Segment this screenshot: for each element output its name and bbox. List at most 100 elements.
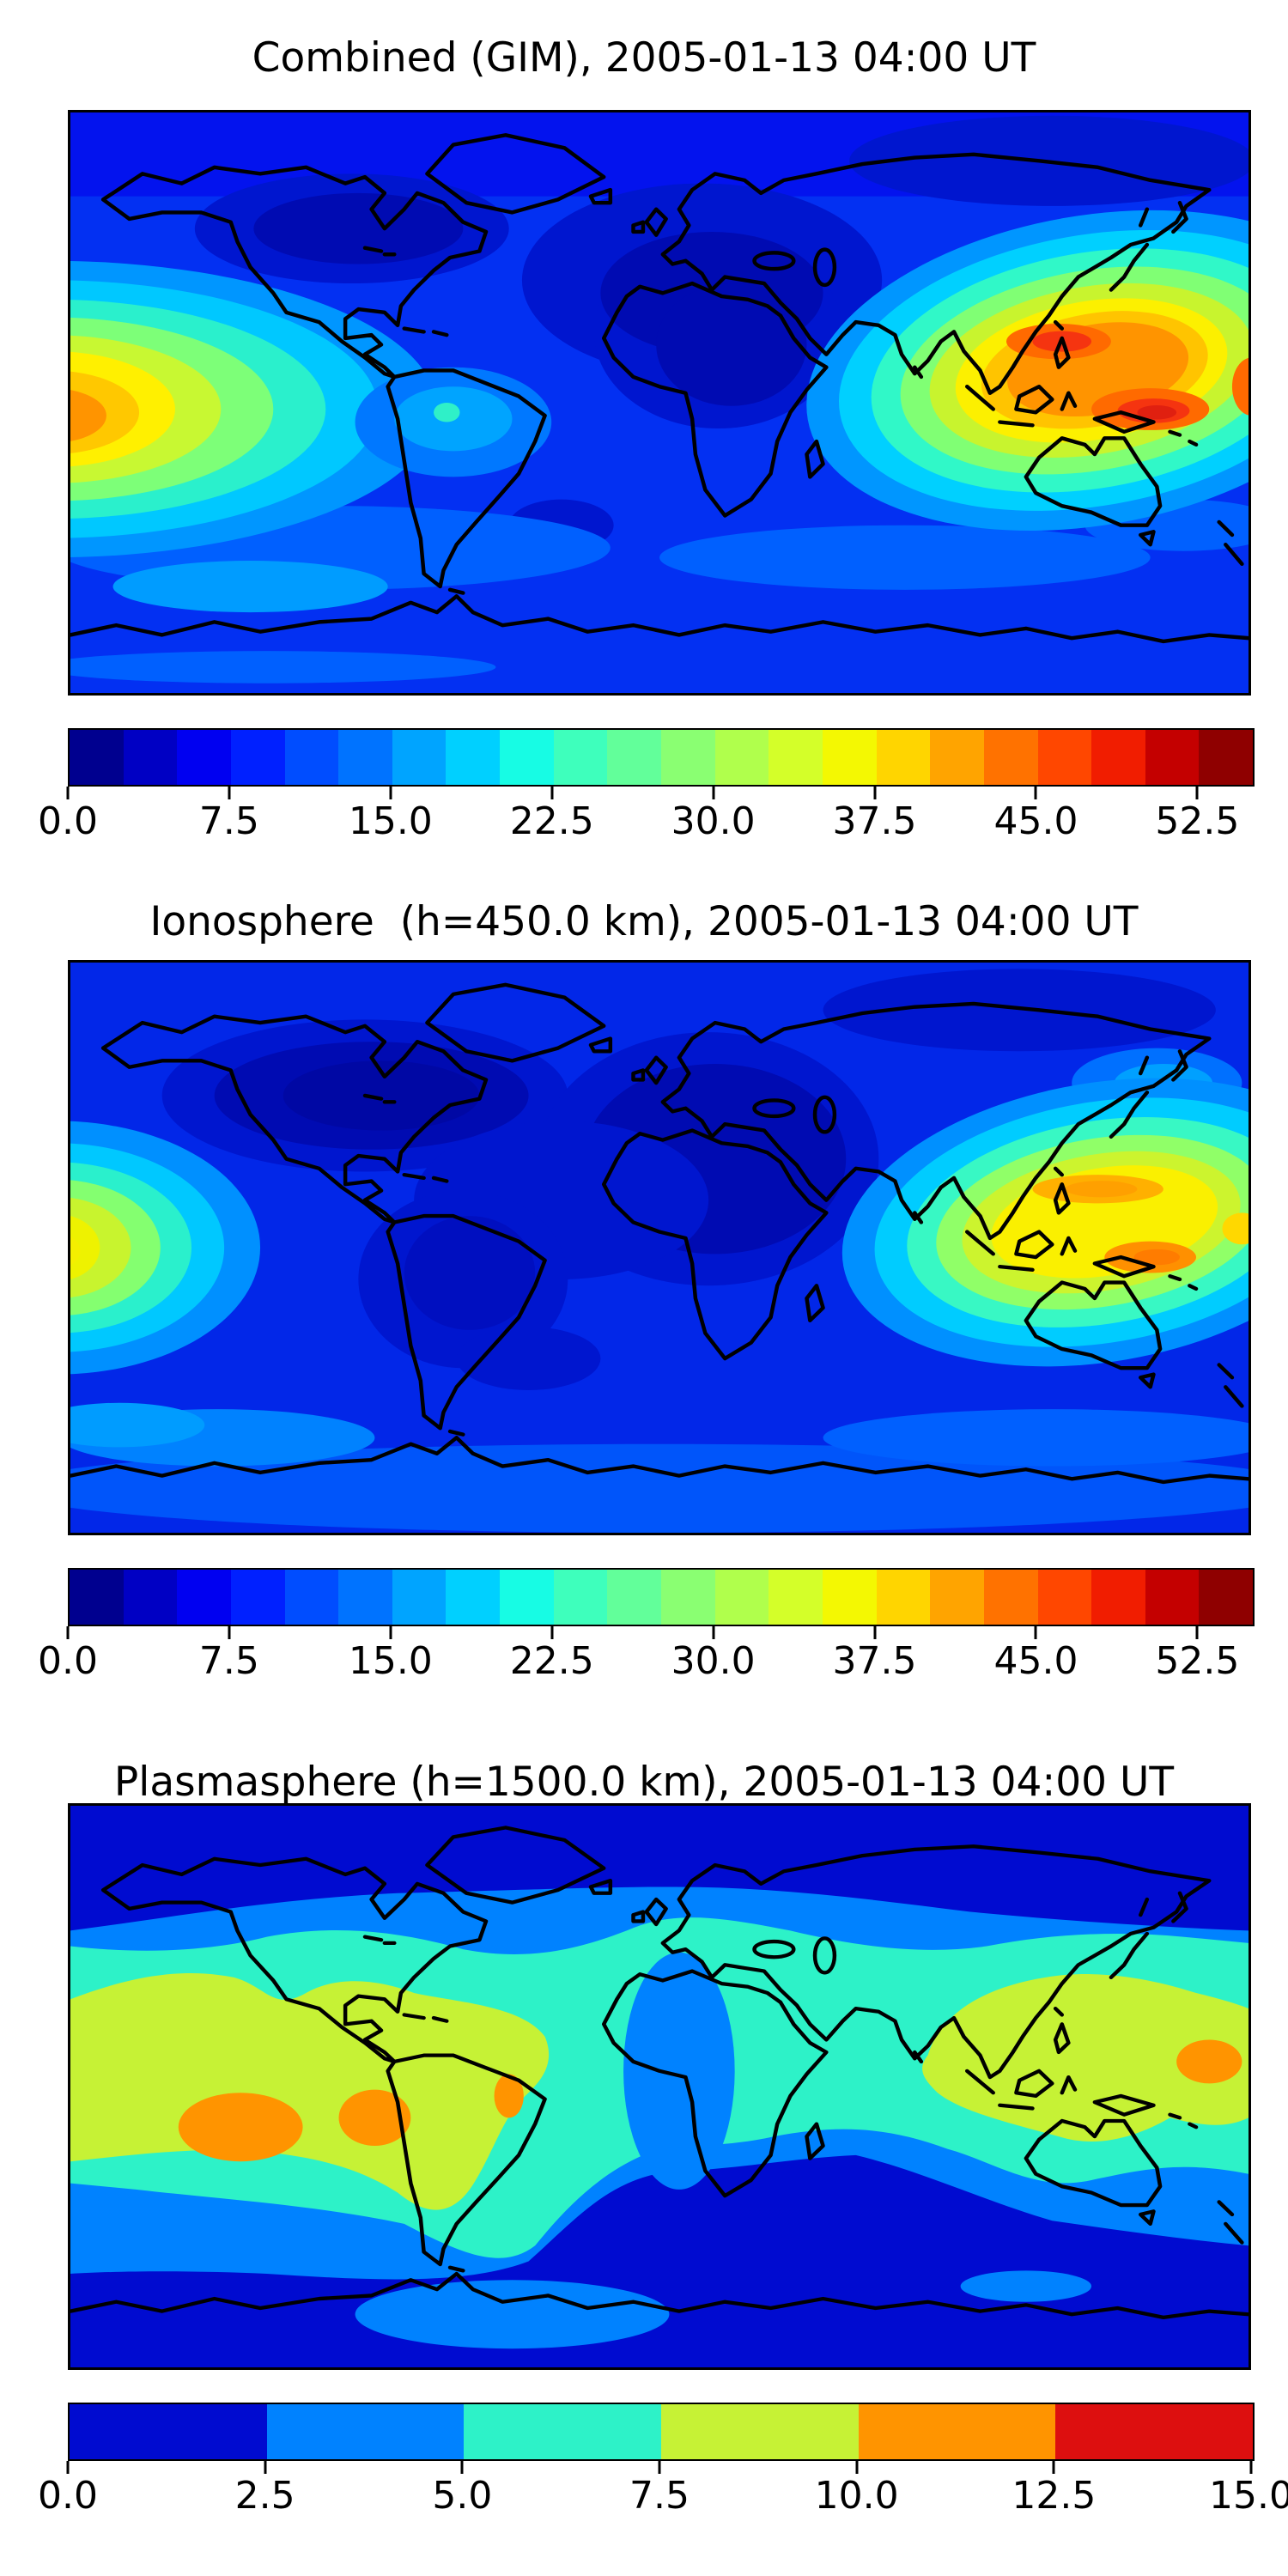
panel3-orange-peru: [338, 2089, 411, 2147]
panel3-map: [68, 1803, 1251, 2370]
colorbar-tick-mark: [66, 1626, 70, 1639]
colorbar-segment: [500, 730, 554, 785]
colorbar-tick-mark: [658, 2461, 661, 2474]
colorbar-tick-mark: [550, 787, 554, 799]
colorbar-tick-mark: [1034, 1626, 1037, 1639]
colorbar-segment: [70, 730, 124, 785]
panel2-colorbar: [68, 1568, 1255, 1626]
colorbar-tick-label: 45.0: [993, 1639, 1078, 1683]
colorbar-segment: [661, 730, 715, 785]
panel3-orange-brazil: [494, 2074, 524, 2118]
panel3-orange-se-pacific: [178, 2093, 303, 2162]
colorbar-segment: [392, 1570, 447, 1625]
panel2-map: [68, 960, 1251, 1535]
colorbar-tick-mark: [460, 2461, 464, 2474]
colorbar-tick-label: 45.0: [993, 799, 1078, 843]
colorbar-tick-label: 7.5: [198, 1639, 259, 1683]
colorbar-tick-label: 0.0: [38, 799, 98, 843]
colorbar-tick-label: 2.5: [234, 2474, 295, 2518]
colorbar-segment: [177, 1570, 231, 1625]
colorbar-tick-mark: [389, 787, 392, 799]
colorbar-segment: [553, 1570, 608, 1625]
colorbar-tick-label: 5.0: [432, 2474, 493, 2518]
colorbar-tick-mark: [873, 1626, 877, 1639]
colorbar-segment: [769, 730, 823, 785]
panel2-contour-field: [70, 963, 1249, 1533]
panel3-colorbar: [68, 2403, 1255, 2461]
colorbar-segment: [714, 1570, 769, 1625]
colorbar-segment: [1037, 1570, 1092, 1625]
panel1-main-hotspot: [806, 210, 1249, 532]
colorbar-segment: [70, 2404, 267, 2459]
colorbar-segment: [983, 1570, 1038, 1625]
colorbar-segment: [446, 1570, 501, 1625]
colorbar-segment: [858, 2404, 1056, 2459]
colorbar-segment: [876, 730, 931, 785]
colorbar-tick-mark: [1052, 2461, 1055, 2474]
colorbar-tick-mark: [228, 1626, 231, 1639]
colorbar-tick-mark: [66, 787, 70, 799]
colorbar-segment: [553, 730, 608, 785]
colorbar-tick-label: 12.5: [1012, 2474, 1097, 2518]
panel1-colorbar-labels: 0.0 7.5 15.0 22.5 30.0 37.5 45.0 52.5: [38, 799, 1251, 847]
colorbar-tick-label: 7.5: [629, 2474, 690, 2518]
colorbar-tick-mark: [66, 2461, 70, 2474]
panel1-contour-field: [70, 112, 1249, 693]
colorbar-tick-label: 15.0: [1209, 2474, 1288, 2518]
colorbar-tick-label: 15.0: [348, 799, 433, 843]
colorbar-tick-label: 15.0: [348, 1639, 433, 1683]
panel3-colorbar-labels: 0.0 2.5 5.0 7.5 10.0 12.5 15.0: [38, 2473, 1288, 2521]
colorbar-tick-label: 52.5: [1155, 1639, 1240, 1683]
colorbar-tick-label: 10.0: [814, 2474, 899, 2518]
colorbar-tick-mark: [264, 2461, 267, 2474]
colorbar-segment: [1199, 1570, 1254, 1625]
colorbar-segment: [70, 1570, 124, 1625]
colorbar-segment: [230, 730, 285, 785]
colorbar-segment: [123, 730, 178, 785]
panel2-colorbar-ticks: [66, 1626, 1251, 1640]
colorbar-segment: [392, 730, 447, 785]
colorbar-segment: [338, 730, 392, 785]
colorbar-segment: [607, 730, 662, 785]
colorbar-tick-label: 7.5: [198, 799, 259, 843]
colorbar-tick-mark: [873, 787, 877, 799]
colorbar-tick-mark: [712, 1626, 715, 1639]
panel2-colorbar-labels: 0.0 7.5 15.0 22.5 30.0 37.5 45.0 52.5: [38, 1638, 1251, 1686]
colorbar-segment: [714, 730, 769, 785]
panel2-left-hotspot: [70, 1121, 260, 1375]
colorbar-tick-mark: [1034, 787, 1037, 799]
colorbar-segment: [230, 1570, 285, 1625]
colorbar-segment: [1037, 730, 1092, 785]
panel3-title: Plasmasphere (h=1500.0 km), 2005-01-13 0…: [113, 1759, 1175, 1806]
panel3-yellowgreen-east: [922, 1974, 1249, 2142]
colorbar-tick-mark: [1195, 1626, 1199, 1639]
colorbar-tick-label: 0.0: [38, 1639, 98, 1683]
colorbar-segment: [446, 730, 501, 785]
colorbar-tick-mark: [1249, 2461, 1253, 2474]
panel2-title: Ionosphere (h=450.0 km), 2005-01-13 04:0…: [149, 898, 1139, 945]
colorbar-tick-mark: [855, 2461, 859, 2474]
panel1-title: Combined (GIM), 2005-01-13 04:00 UT: [252, 34, 1036, 82]
colorbar-segment: [822, 730, 877, 785]
colorbar-segment: [1091, 730, 1145, 785]
colorbar-segment: [1145, 1570, 1200, 1625]
colorbar-segment: [1145, 730, 1200, 785]
colorbar-segment: [266, 2404, 465, 2459]
colorbar-tick-label: 22.5: [509, 1639, 594, 1683]
colorbar-tick-label: 37.5: [832, 1639, 917, 1683]
colorbar-segment: [661, 2404, 859, 2459]
colorbar-tick-mark: [1195, 787, 1199, 799]
colorbar-tick-mark: [228, 787, 231, 799]
colorbar-segment: [284, 730, 339, 785]
panel3-yellowgreen-west: [70, 1973, 550, 2210]
panel1-colorbar-ticks: [66, 787, 1251, 800]
colorbar-segment: [1055, 2404, 1254, 2459]
colorbar-segment: [607, 1570, 662, 1625]
colorbar-segment: [876, 1570, 931, 1625]
colorbar-segment: [769, 1570, 823, 1625]
colorbar-tick-mark: [550, 1626, 554, 1639]
colorbar-segment: [1199, 730, 1254, 785]
colorbar-tick-label: 30.0: [671, 799, 756, 843]
colorbar-segment: [1091, 1570, 1145, 1625]
